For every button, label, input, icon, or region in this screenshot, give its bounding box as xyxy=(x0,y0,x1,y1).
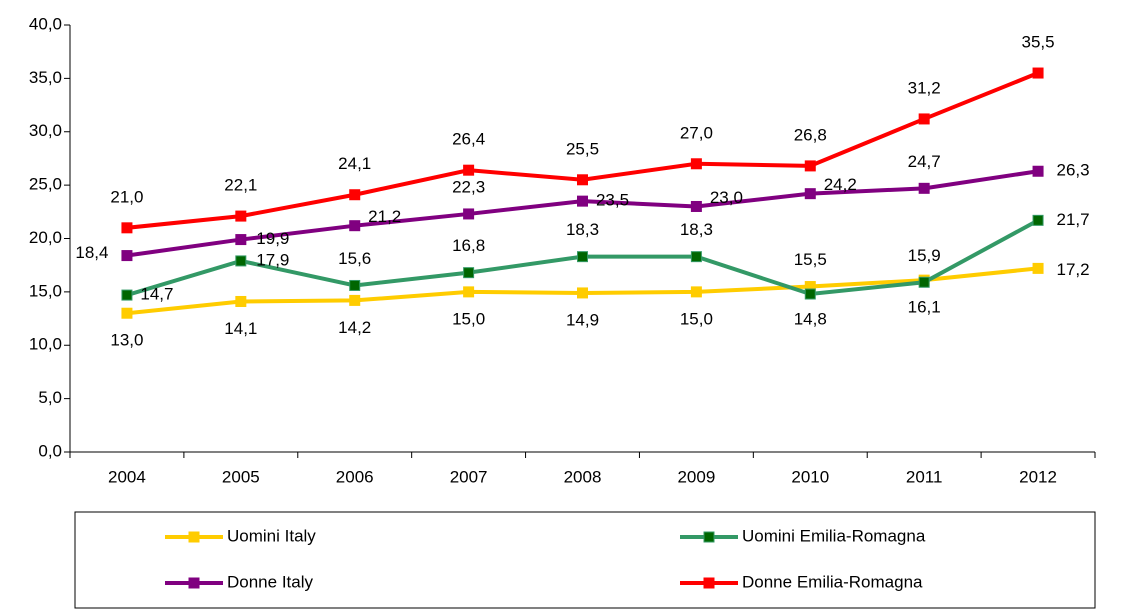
data-label: 22,1 xyxy=(224,176,257,195)
data-point xyxy=(690,158,702,170)
data-point xyxy=(121,222,133,234)
data-label: 35,5 xyxy=(1022,33,1055,52)
y-tick-label: 5,0 xyxy=(38,388,62,407)
x-tick-label: 2010 xyxy=(791,467,829,486)
data-label: 17,9 xyxy=(256,250,289,269)
data-label: 15,0 xyxy=(452,309,485,328)
data-point xyxy=(235,295,247,307)
data-point xyxy=(1032,214,1044,226)
legend-marker xyxy=(703,577,715,589)
data-label: 18,4 xyxy=(75,243,108,262)
data-label: 26,4 xyxy=(452,130,485,149)
data-point xyxy=(463,286,475,298)
legend-label: Uomini Italy xyxy=(227,526,316,545)
data-point xyxy=(804,188,816,200)
data-label: 27,0 xyxy=(680,123,713,142)
x-tick-label: 2004 xyxy=(108,467,146,486)
data-point xyxy=(577,251,588,263)
data-label: 18,3 xyxy=(680,220,713,239)
data-label: 15,6 xyxy=(338,249,371,268)
data-label: 18,3 xyxy=(566,220,599,239)
data-label: 26,8 xyxy=(794,125,827,144)
data-point xyxy=(1032,262,1044,274)
data-point xyxy=(349,220,361,232)
data-point xyxy=(690,251,702,263)
data-point xyxy=(235,210,247,222)
data-label: 14,2 xyxy=(338,318,371,337)
data-label: 16,1 xyxy=(908,298,941,317)
data-point xyxy=(577,195,588,207)
data-point xyxy=(121,307,133,319)
x-tick-label: 2006 xyxy=(336,467,374,486)
data-label: 25,5 xyxy=(566,139,599,158)
legend-marker xyxy=(188,531,200,543)
data-point xyxy=(235,234,247,246)
data-point xyxy=(918,182,930,194)
y-tick-label: 15,0 xyxy=(29,281,62,300)
legend-label: Uomini Emilia-Romagna xyxy=(742,526,926,545)
data-label: 13,0 xyxy=(110,331,143,350)
data-point xyxy=(463,164,475,176)
data-label: 24,7 xyxy=(908,152,941,171)
x-tick-label: 2008 xyxy=(564,467,602,486)
data-point xyxy=(235,255,247,267)
data-label: 26,3 xyxy=(1057,161,1090,180)
data-point xyxy=(121,250,133,262)
data-point xyxy=(463,267,475,279)
data-point xyxy=(577,174,588,186)
y-tick-label: 0,0 xyxy=(38,441,62,460)
data-point xyxy=(121,289,133,301)
data-point xyxy=(577,287,588,299)
legend-marker xyxy=(703,531,715,543)
data-point xyxy=(463,208,475,220)
legend-label: Donne Emilia-Romagna xyxy=(742,572,923,591)
data-label: 19,9 xyxy=(256,229,289,248)
data-point xyxy=(349,294,361,306)
legend-marker xyxy=(188,577,200,589)
data-label: 24,1 xyxy=(338,154,371,173)
data-label: 16,8 xyxy=(452,236,485,255)
data-label: 24,2 xyxy=(824,175,857,194)
legend-label: Donne Italy xyxy=(227,572,313,591)
data-point xyxy=(690,286,702,298)
data-label: 14,8 xyxy=(794,309,827,328)
data-point xyxy=(804,288,816,300)
legend-box xyxy=(74,511,1096,609)
data-label: 15,5 xyxy=(794,250,827,269)
x-tick-label: 2009 xyxy=(677,467,715,486)
data-point xyxy=(918,113,930,125)
y-tick-label: 10,0 xyxy=(29,335,62,354)
data-point xyxy=(1032,67,1044,79)
data-point xyxy=(918,276,930,288)
data-label: 14,7 xyxy=(140,285,173,304)
data-label: 23,0 xyxy=(710,188,743,207)
data-label: 21,2 xyxy=(368,207,401,226)
y-tick-label: 40,0 xyxy=(29,14,62,33)
data-label: 21,7 xyxy=(1057,210,1090,229)
data-label: 14,9 xyxy=(566,310,599,329)
data-label: 15,0 xyxy=(680,309,713,328)
data-label: 22,3 xyxy=(452,177,485,196)
data-point xyxy=(349,189,361,201)
x-tick-label: 2012 xyxy=(1019,467,1057,486)
data-label: 21,0 xyxy=(110,187,143,206)
data-label: 31,2 xyxy=(908,78,941,97)
data-point xyxy=(349,279,361,291)
data-label: 14,1 xyxy=(224,319,257,338)
x-tick-label: 2005 xyxy=(222,467,260,486)
y-tick-label: 20,0 xyxy=(29,228,62,247)
data-point xyxy=(690,200,702,212)
data-label: 15,9 xyxy=(908,246,941,265)
x-tick-label: 2007 xyxy=(450,467,488,486)
y-tick-label: 35,0 xyxy=(29,68,62,87)
y-tick-label: 30,0 xyxy=(29,121,62,140)
data-point xyxy=(804,160,816,172)
data-point xyxy=(1032,165,1044,177)
x-tick-label: 2011 xyxy=(906,467,943,486)
y-tick-label: 25,0 xyxy=(29,175,62,194)
data-label: 17,2 xyxy=(1057,260,1090,279)
data-label: 23,5 xyxy=(596,191,629,210)
